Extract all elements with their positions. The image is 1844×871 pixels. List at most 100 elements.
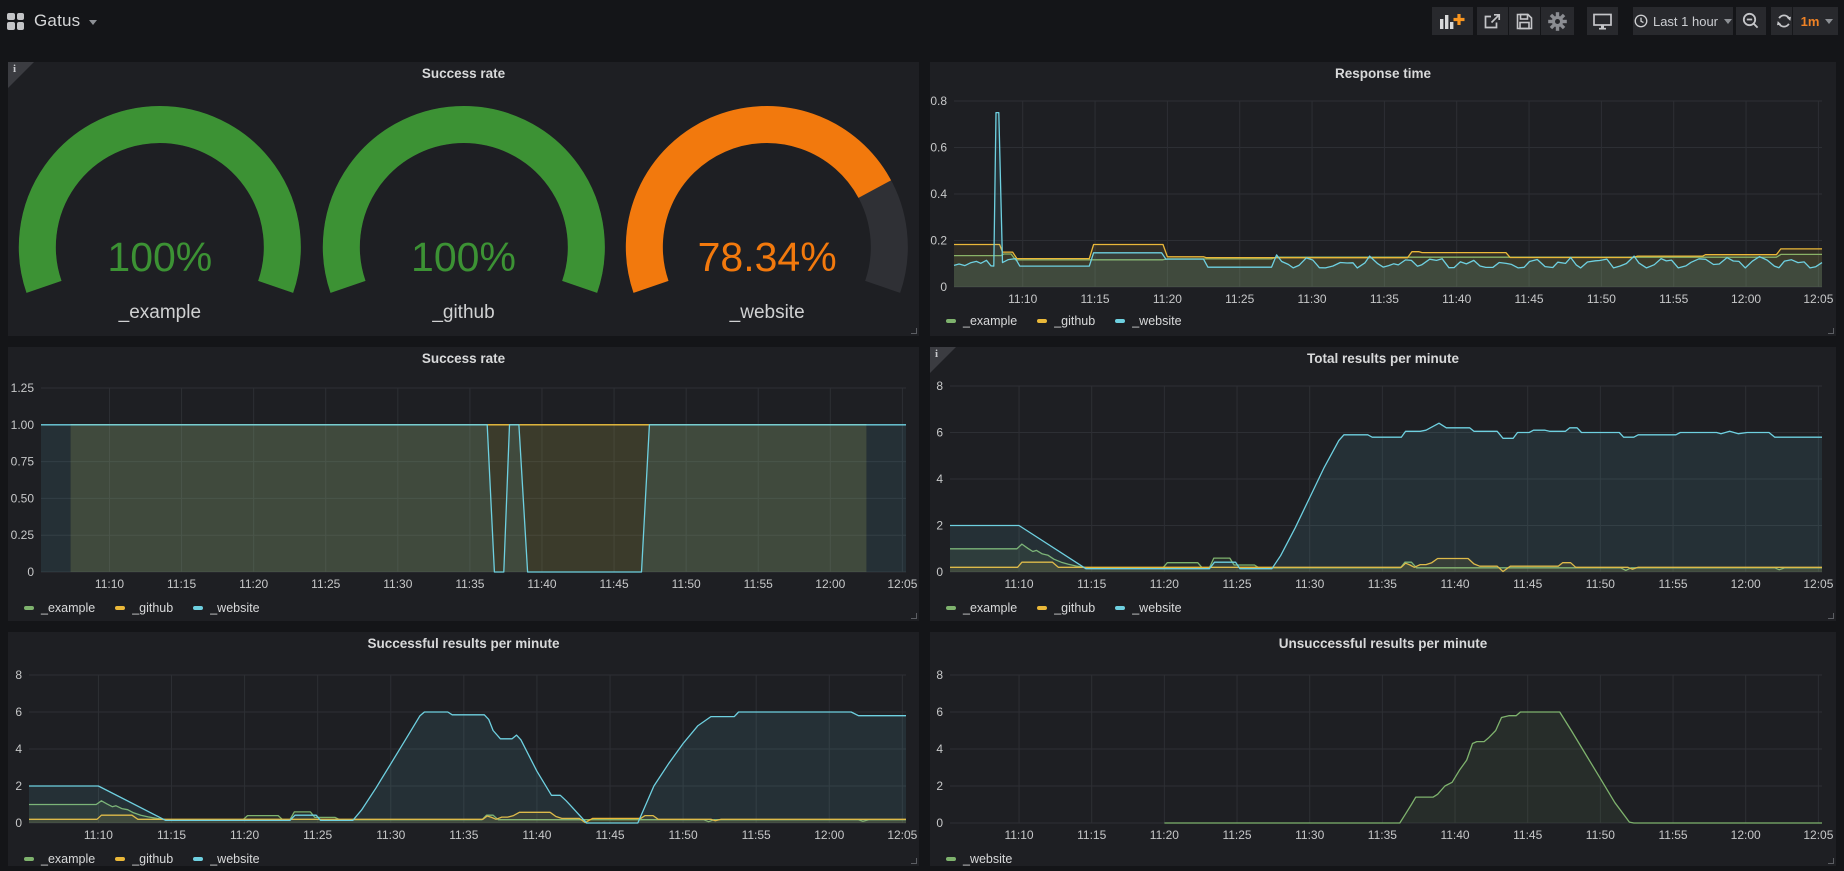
gridlines [950, 674, 1822, 824]
panel-title[interactable]: Unsuccessful results per minute [1278, 636, 1488, 651]
chart: 0 0.25 0.50 0.75 1.00 1.25 11:10 11:15 11:20 11:2… [11, 381, 918, 591]
bar-chart-plus-icon [1440, 14, 1465, 29]
legend: _example _github _website [946, 313, 1202, 329]
svg-text:11:20: 11:20 [230, 828, 259, 842]
svg-text:0.25: 0.25 [11, 528, 35, 542]
svg-text:4: 4 [936, 742, 943, 756]
cycle-view-button[interactable] [1587, 7, 1618, 35]
apps-grid-icon[interactable] [7, 12, 24, 30]
refresh-icon [1776, 14, 1791, 28]
legend-label: _example [963, 601, 1018, 615]
svg-text:12:05: 12:05 [887, 828, 917, 842]
share-button[interactable] [1477, 7, 1508, 35]
axis-labels: 0 2 4 6 8 11:10 11:15 11:20 11:25 11:30 11:35 11:40… [15, 668, 917, 842]
svg-text:11:45: 11:45 [595, 828, 624, 842]
legend-item-_website[interactable]: _website [946, 852, 1012, 866]
legend-item-_example[interactable]: _example [946, 601, 1017, 615]
svg-text:11:55: 11:55 [1658, 828, 1687, 842]
svg-text:11:25: 11:25 [1225, 292, 1254, 306]
add-panel-button[interactable] [1432, 7, 1473, 35]
legend-item-_website[interactable]: _website [193, 601, 260, 615]
svg-text:11:50: 11:50 [669, 828, 698, 842]
panel-resize-handle[interactable] [1828, 613, 1834, 619]
legend-item-_example[interactable]: _example [946, 314, 1017, 328]
panel-resize-handle[interactable] [911, 328, 917, 334]
legend-item-_example[interactable]: _example [24, 852, 95, 866]
panel-successful-results-per-minute: Successful results per minute 0 2 4 6 8 11:10 1… [8, 632, 919, 866]
svg-text:0.75: 0.75 [11, 455, 35, 469]
legend-item-_website[interactable]: _website [1115, 314, 1182, 328]
svg-text:11:40: 11:40 [522, 828, 551, 842]
series-line-_website [29, 711, 906, 824]
svg-text:11:10: 11:10 [1004, 828, 1033, 842]
legend-label: _example [963, 314, 1018, 328]
panel-total-results-per-minute: Total results per minute i 0 2 4 6 8 11:10 11:15… [930, 347, 1836, 621]
series-line-_website [950, 422, 1822, 570]
svg-text:11:40: 11:40 [1440, 577, 1469, 591]
legend-item-_website[interactable]: _website [193, 852, 260, 866]
legend-label: _website [210, 601, 260, 615]
svg-text:11:20: 11:20 [1150, 828, 1179, 842]
svg-text:11:30: 11:30 [1297, 292, 1326, 306]
svg-text:11:50: 11:50 [1586, 828, 1615, 842]
chart: 0 2 4 6 8 11:10 11:15 11:20 11:25 11:30 11:35 11:40… [936, 668, 1833, 842]
svg-text:11:35: 11:35 [449, 828, 478, 842]
panel-resize-handle[interactable] [1828, 858, 1834, 864]
panel-resize-handle[interactable] [1828, 328, 1834, 334]
svg-text:11:35: 11:35 [1368, 828, 1397, 842]
navbar: Gatus [0, 0, 1844, 48]
time-picker-caret-down-icon [1724, 18, 1733, 24]
save-button[interactable] [1509, 7, 1540, 35]
legend-swatch [946, 319, 956, 323]
legend-item-_github[interactable]: _github [115, 601, 173, 615]
svg-text:11:55: 11:55 [742, 828, 771, 842]
svg-text:11:20: 11:20 [239, 577, 268, 591]
zoom-out-icon [1742, 12, 1759, 29]
legend: _website [946, 851, 1032, 866]
legend-item-_github[interactable]: _github [1037, 601, 1095, 615]
svg-text:12:05: 12:05 [1803, 292, 1833, 306]
panel-title[interactable]: Success rate [421, 66, 506, 81]
svg-text:11:25: 11:25 [311, 577, 340, 591]
legend-item-_github[interactable]: _github [115, 852, 173, 866]
gauge-_example: 100% _example [8, 62, 312, 336]
series-line-_example [954, 253, 1822, 261]
svg-text:6: 6 [936, 426, 943, 440]
legend: _example _github _website [946, 600, 1202, 616]
settings-button[interactable] [1541, 7, 1574, 35]
gauge-_github: 100% _github [312, 62, 616, 336]
dashboard-caret-down-icon[interactable] [89, 20, 98, 25]
zoom-out-button[interactable] [1736, 7, 1766, 35]
panel-title[interactable]: Success rate [421, 351, 506, 366]
legend-swatch [115, 857, 126, 861]
panel-info-corner-icon[interactable]: i [8, 62, 34, 88]
gauge-_website: 78.34% _website [615, 62, 919, 336]
svg-text:12:00: 12:00 [815, 577, 845, 591]
svg-text:11:10: 11:10 [1004, 577, 1033, 591]
series-fill-_website [41, 424, 906, 572]
series-line-_website [953, 111, 1823, 269]
legend-item-_example[interactable]: _example [24, 601, 95, 615]
series-fill-_website [29, 712, 906, 823]
svg-text:11:50: 11:50 [672, 577, 701, 591]
legend-item-_github[interactable]: _github [1037, 314, 1095, 328]
series-line-_github [29, 811, 906, 824]
series-line-_website [41, 424, 906, 573]
time-picker-button[interactable]: Last 1 hour [1633, 7, 1733, 35]
dashboard-title[interactable]: Gatus [34, 11, 81, 30]
axis-labels: 0 2 4 6 8 11:10 11:15 11:20 11:25 11:30 11:35 11:40… [936, 668, 1833, 842]
panel-title[interactable]: Response time [1334, 66, 1432, 81]
panel-resize-handle[interactable] [911, 858, 917, 864]
legend-item-_website[interactable]: _website [1115, 601, 1182, 615]
monitor-icon [1593, 13, 1612, 30]
panel-resize-handle[interactable] [911, 613, 917, 619]
panel-title[interactable]: Total results per minute [1306, 351, 1460, 366]
gear-icon [1548, 11, 1567, 31]
svg-text:11:25: 11:25 [1222, 577, 1251, 591]
panel-success-rate: Success rate 0 0.25 0.50 0.75 1.00 1.25 11:10 11… [8, 347, 919, 621]
refresh-button[interactable]: 1m [1771, 7, 1838, 35]
panel-info-corner-icon[interactable]: i [930, 347, 956, 373]
svg-text:1.00: 1.00 [11, 418, 35, 432]
legend-swatch [946, 606, 956, 610]
panel-title[interactable]: Successful results per minute [367, 636, 560, 651]
